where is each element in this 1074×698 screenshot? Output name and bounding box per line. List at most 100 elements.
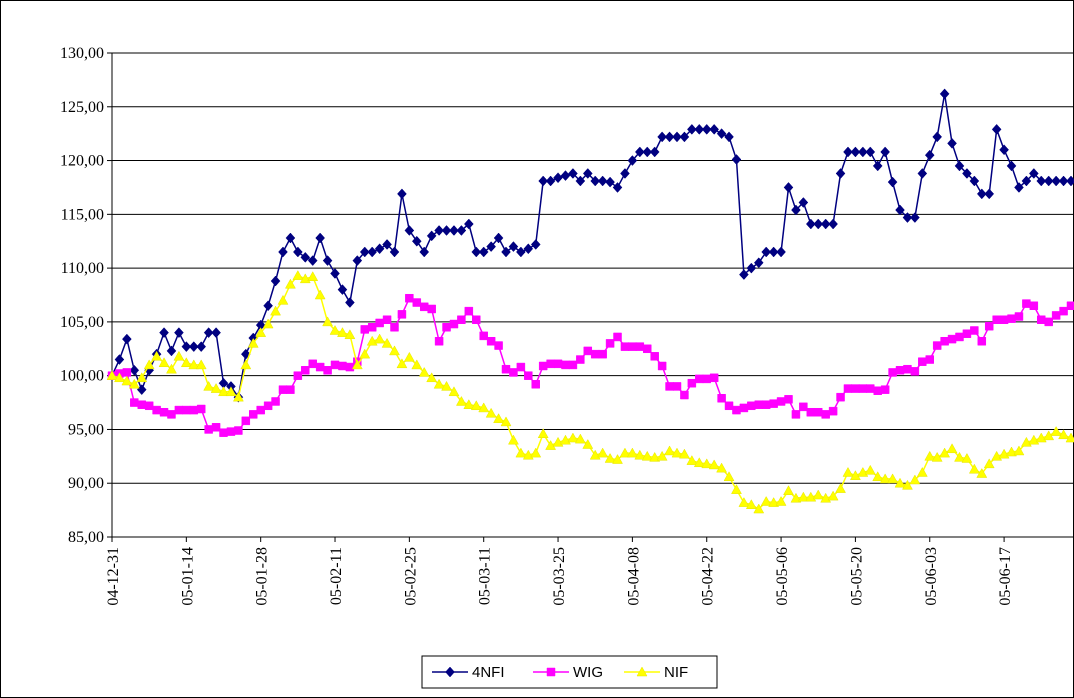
marker bbox=[411, 235, 422, 247]
marker bbox=[530, 447, 542, 458]
marker bbox=[849, 470, 861, 480]
marker bbox=[732, 405, 741, 415]
marker bbox=[516, 362, 526, 372]
marker bbox=[827, 490, 839, 501]
marker bbox=[561, 360, 570, 370]
marker bbox=[939, 88, 950, 100]
marker bbox=[590, 175, 601, 187]
marker bbox=[984, 188, 995, 200]
marker bbox=[812, 489, 824, 500]
x-tick-label: 05-04-22 bbox=[700, 547, 717, 606]
marker bbox=[805, 218, 816, 230]
marker bbox=[516, 246, 526, 258]
marker bbox=[797, 491, 809, 502]
marker bbox=[545, 175, 556, 187]
marker bbox=[903, 364, 912, 374]
marker bbox=[836, 392, 845, 402]
marker bbox=[182, 405, 191, 415]
marker bbox=[976, 188, 987, 200]
marker bbox=[1014, 312, 1024, 321]
marker bbox=[641, 450, 653, 461]
marker bbox=[307, 255, 318, 266]
marker bbox=[292, 270, 304, 280]
marker bbox=[180, 357, 192, 368]
marker bbox=[203, 380, 215, 391]
marker bbox=[843, 146, 853, 158]
marker bbox=[270, 275, 281, 287]
marker bbox=[783, 182, 794, 193]
marker bbox=[286, 385, 295, 394]
marker bbox=[634, 449, 646, 460]
marker bbox=[649, 146, 660, 158]
marker bbox=[954, 451, 965, 462]
marker bbox=[389, 246, 400, 258]
marker bbox=[284, 278, 296, 289]
marker bbox=[523, 243, 534, 255]
marker bbox=[486, 336, 496, 346]
marker bbox=[590, 349, 600, 359]
marker bbox=[374, 243, 385, 255]
marker bbox=[463, 399, 475, 409]
marker bbox=[701, 458, 713, 469]
marker bbox=[984, 321, 994, 331]
marker bbox=[992, 315, 1001, 324]
marker bbox=[955, 332, 964, 342]
marker bbox=[731, 154, 742, 165]
x-tick-label: 05-01-28 bbox=[254, 547, 271, 606]
legend-label: 4NFI bbox=[472, 664, 505, 681]
marker bbox=[739, 403, 749, 413]
marker bbox=[219, 428, 228, 437]
marker bbox=[790, 492, 802, 503]
marker bbox=[968, 463, 980, 474]
marker bbox=[330, 360, 340, 370]
marker bbox=[367, 323, 377, 332]
marker bbox=[322, 316, 334, 327]
marker bbox=[694, 123, 705, 135]
marker bbox=[485, 407, 497, 418]
marker bbox=[664, 131, 675, 143]
legend-marker bbox=[445, 666, 455, 678]
marker bbox=[731, 484, 742, 494]
marker bbox=[130, 398, 139, 407]
marker bbox=[1058, 175, 1069, 187]
marker bbox=[946, 443, 958, 454]
marker bbox=[1043, 175, 1054, 187]
marker bbox=[337, 284, 348, 295]
marker bbox=[917, 168, 928, 179]
marker bbox=[1022, 299, 1031, 308]
marker bbox=[924, 149, 935, 161]
marker bbox=[925, 355, 935, 364]
marker bbox=[888, 368, 897, 377]
marker bbox=[405, 293, 414, 303]
marker bbox=[708, 459, 720, 470]
marker bbox=[760, 495, 772, 506]
marker bbox=[508, 241, 519, 252]
marker bbox=[1013, 445, 1025, 456]
marker bbox=[634, 146, 645, 158]
x-tick-label: 05-01-14 bbox=[179, 547, 196, 606]
marker bbox=[538, 175, 549, 187]
marker bbox=[687, 123, 697, 135]
marker bbox=[352, 255, 363, 266]
marker bbox=[301, 366, 310, 375]
legend-label: NIF bbox=[664, 664, 688, 681]
marker bbox=[872, 160, 883, 172]
marker bbox=[619, 447, 631, 458]
marker bbox=[345, 362, 355, 372]
marker bbox=[873, 386, 882, 395]
marker bbox=[880, 385, 890, 394]
marker bbox=[1051, 175, 1061, 187]
marker bbox=[656, 450, 668, 461]
marker bbox=[500, 416, 512, 427]
marker bbox=[241, 416, 251, 426]
marker bbox=[494, 341, 503, 350]
marker bbox=[426, 230, 437, 242]
marker bbox=[717, 394, 726, 403]
marker bbox=[828, 218, 838, 230]
marker bbox=[374, 333, 386, 344]
marker bbox=[872, 471, 884, 482]
marker bbox=[768, 497, 780, 507]
marker bbox=[657, 131, 667, 143]
marker bbox=[493, 232, 504, 244]
marker bbox=[850, 146, 861, 158]
